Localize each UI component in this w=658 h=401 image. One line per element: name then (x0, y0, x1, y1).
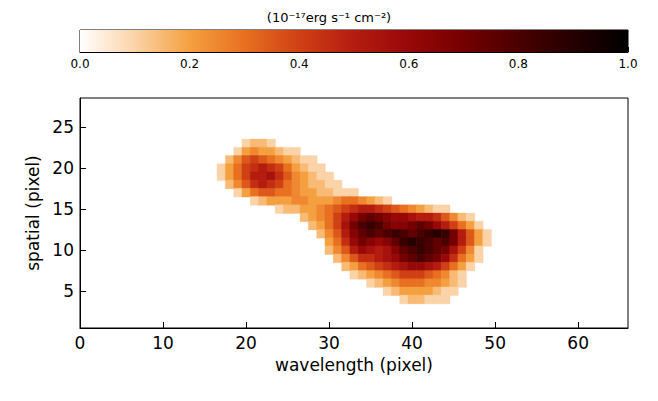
svg-text:5: 5 (63, 281, 74, 301)
svg-text:0.4: 0.4 (290, 57, 309, 71)
svg-text:0.6: 0.6 (399, 57, 418, 71)
svg-text:30: 30 (318, 333, 340, 353)
svg-text:10: 10 (152, 333, 174, 353)
svg-text:0.2: 0.2 (180, 57, 199, 71)
svg-text:0.0: 0.0 (70, 57, 89, 71)
svg-text:20: 20 (235, 333, 257, 353)
svg-text:10: 10 (52, 240, 74, 260)
svg-text:40: 40 (401, 333, 423, 353)
svg-text:50: 50 (484, 333, 506, 353)
svg-text:20: 20 (52, 158, 74, 178)
svg-text:0.8: 0.8 (509, 57, 528, 71)
svg-text:0: 0 (75, 333, 86, 353)
svg-text:15: 15 (52, 199, 74, 219)
svg-text:1.0: 1.0 (618, 57, 637, 71)
svg-text:25: 25 (52, 117, 74, 137)
svg-text:(10⁻¹⁷erg s⁻¹ cm⁻²): (10⁻¹⁷erg s⁻¹ cm⁻²) (267, 10, 391, 25)
svg-text:60: 60 (567, 333, 589, 353)
svg-text:spatial (pixel): spatial (pixel) (23, 155, 43, 271)
svg-text:wavelength (pixel): wavelength (pixel) (275, 355, 433, 375)
